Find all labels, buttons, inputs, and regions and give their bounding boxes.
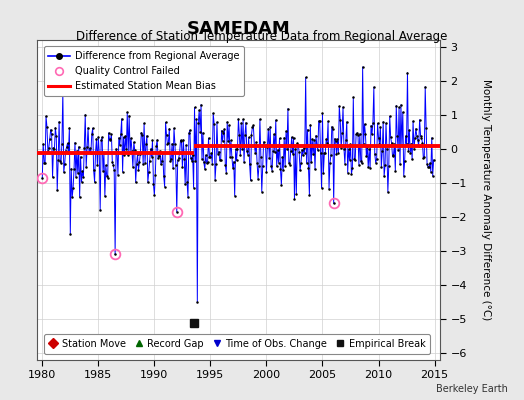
Legend: Station Move, Record Gap, Time of Obs. Change, Empirical Break: Station Move, Record Gap, Time of Obs. C… [43, 334, 430, 354]
Y-axis label: Monthly Temperature Anomaly Difference (°C): Monthly Temperature Anomaly Difference (… [481, 79, 491, 321]
Text: Berkeley Earth: Berkeley Earth [436, 384, 508, 394]
Title: SAMEDAM: SAMEDAM [187, 20, 290, 38]
Text: Difference of Station Temperature Data from Regional Average: Difference of Station Temperature Data f… [77, 30, 447, 43]
